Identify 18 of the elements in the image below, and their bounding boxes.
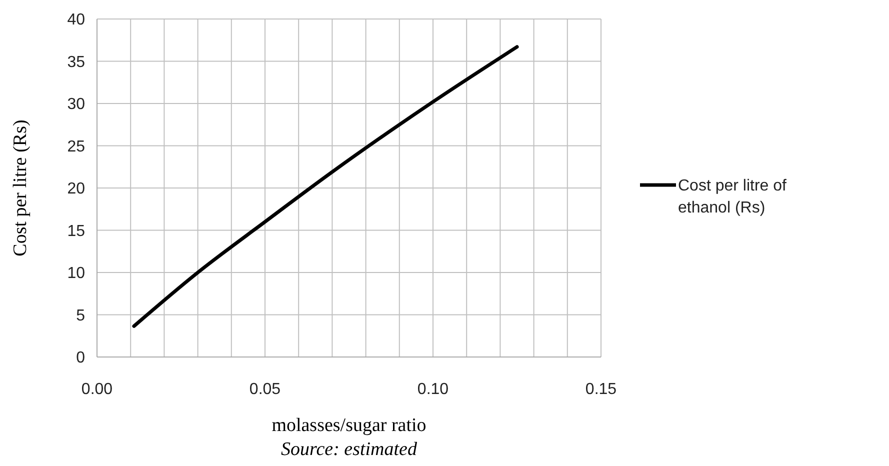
y-tick-label: 20 [67, 180, 86, 198]
x-tick-label: 0.15 [585, 381, 617, 398]
x-tick-label: 0.10 [417, 381, 449, 398]
line-series [132, 45, 519, 328]
x-tick-label: 0.05 [249, 381, 281, 398]
y-tick-label: 0 [76, 350, 86, 367]
y-tick-label: 35 [67, 54, 86, 71]
y-tick-label: 10 [67, 265, 86, 282]
y-tick-label: 30 [67, 96, 86, 114]
y-tick-label: 5 [76, 307, 86, 324]
source-note: Source: estimated [281, 439, 418, 460]
x-axis-title: molasses/sugar ratio [272, 415, 426, 436]
y-tick-label: 40 [67, 12, 86, 29]
text: 0.00 [81, 381, 113, 398]
y-tick-label: 15 [67, 222, 86, 240]
y-axis-title: Cost per litre (Rs) [10, 120, 31, 256]
legend-label: Cost per litre of ethanol (Rs) [678, 178, 788, 217]
y-tick-label: 25 [67, 138, 86, 156]
